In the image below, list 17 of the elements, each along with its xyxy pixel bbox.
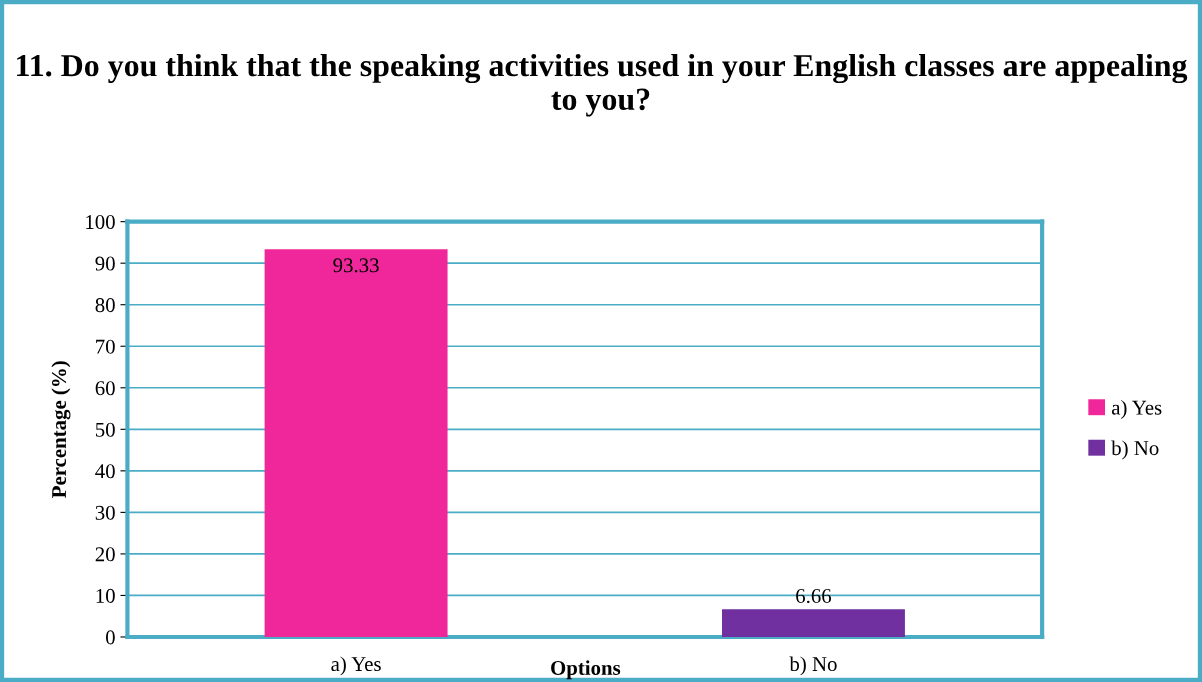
- chart-title: 11. Do you think that the speaking activities used in your English classes are appealing to you?: [17, 53, 1188, 117]
- y-tick-label: 90: [95, 256, 115, 271]
- x-axis-title: Options: [551, 660, 621, 680]
- y-tick-label: 0: [105, 630, 115, 645]
- data-label: 93.33: [333, 258, 379, 273]
- y-tick-label: 80: [95, 298, 115, 313]
- y-tick-label: 70: [96, 339, 115, 354]
- legend-label: b) No: [1111, 440, 1159, 460]
- legend-label: a) Yes: [1111, 400, 1162, 419]
- y-tick-label: 100: [86, 215, 115, 230]
- y-tick-label: 20: [95, 547, 115, 562]
- y-tick-label: 40: [95, 464, 115, 479]
- y-axis-title: Percentage (%): [51, 361, 71, 498]
- y-tick-label: 50: [95, 422, 115, 437]
- y-tick-label: 30: [95, 505, 115, 520]
- y-tick-label: 60: [95, 381, 115, 396]
- y-tick-label: 10: [96, 588, 115, 603]
